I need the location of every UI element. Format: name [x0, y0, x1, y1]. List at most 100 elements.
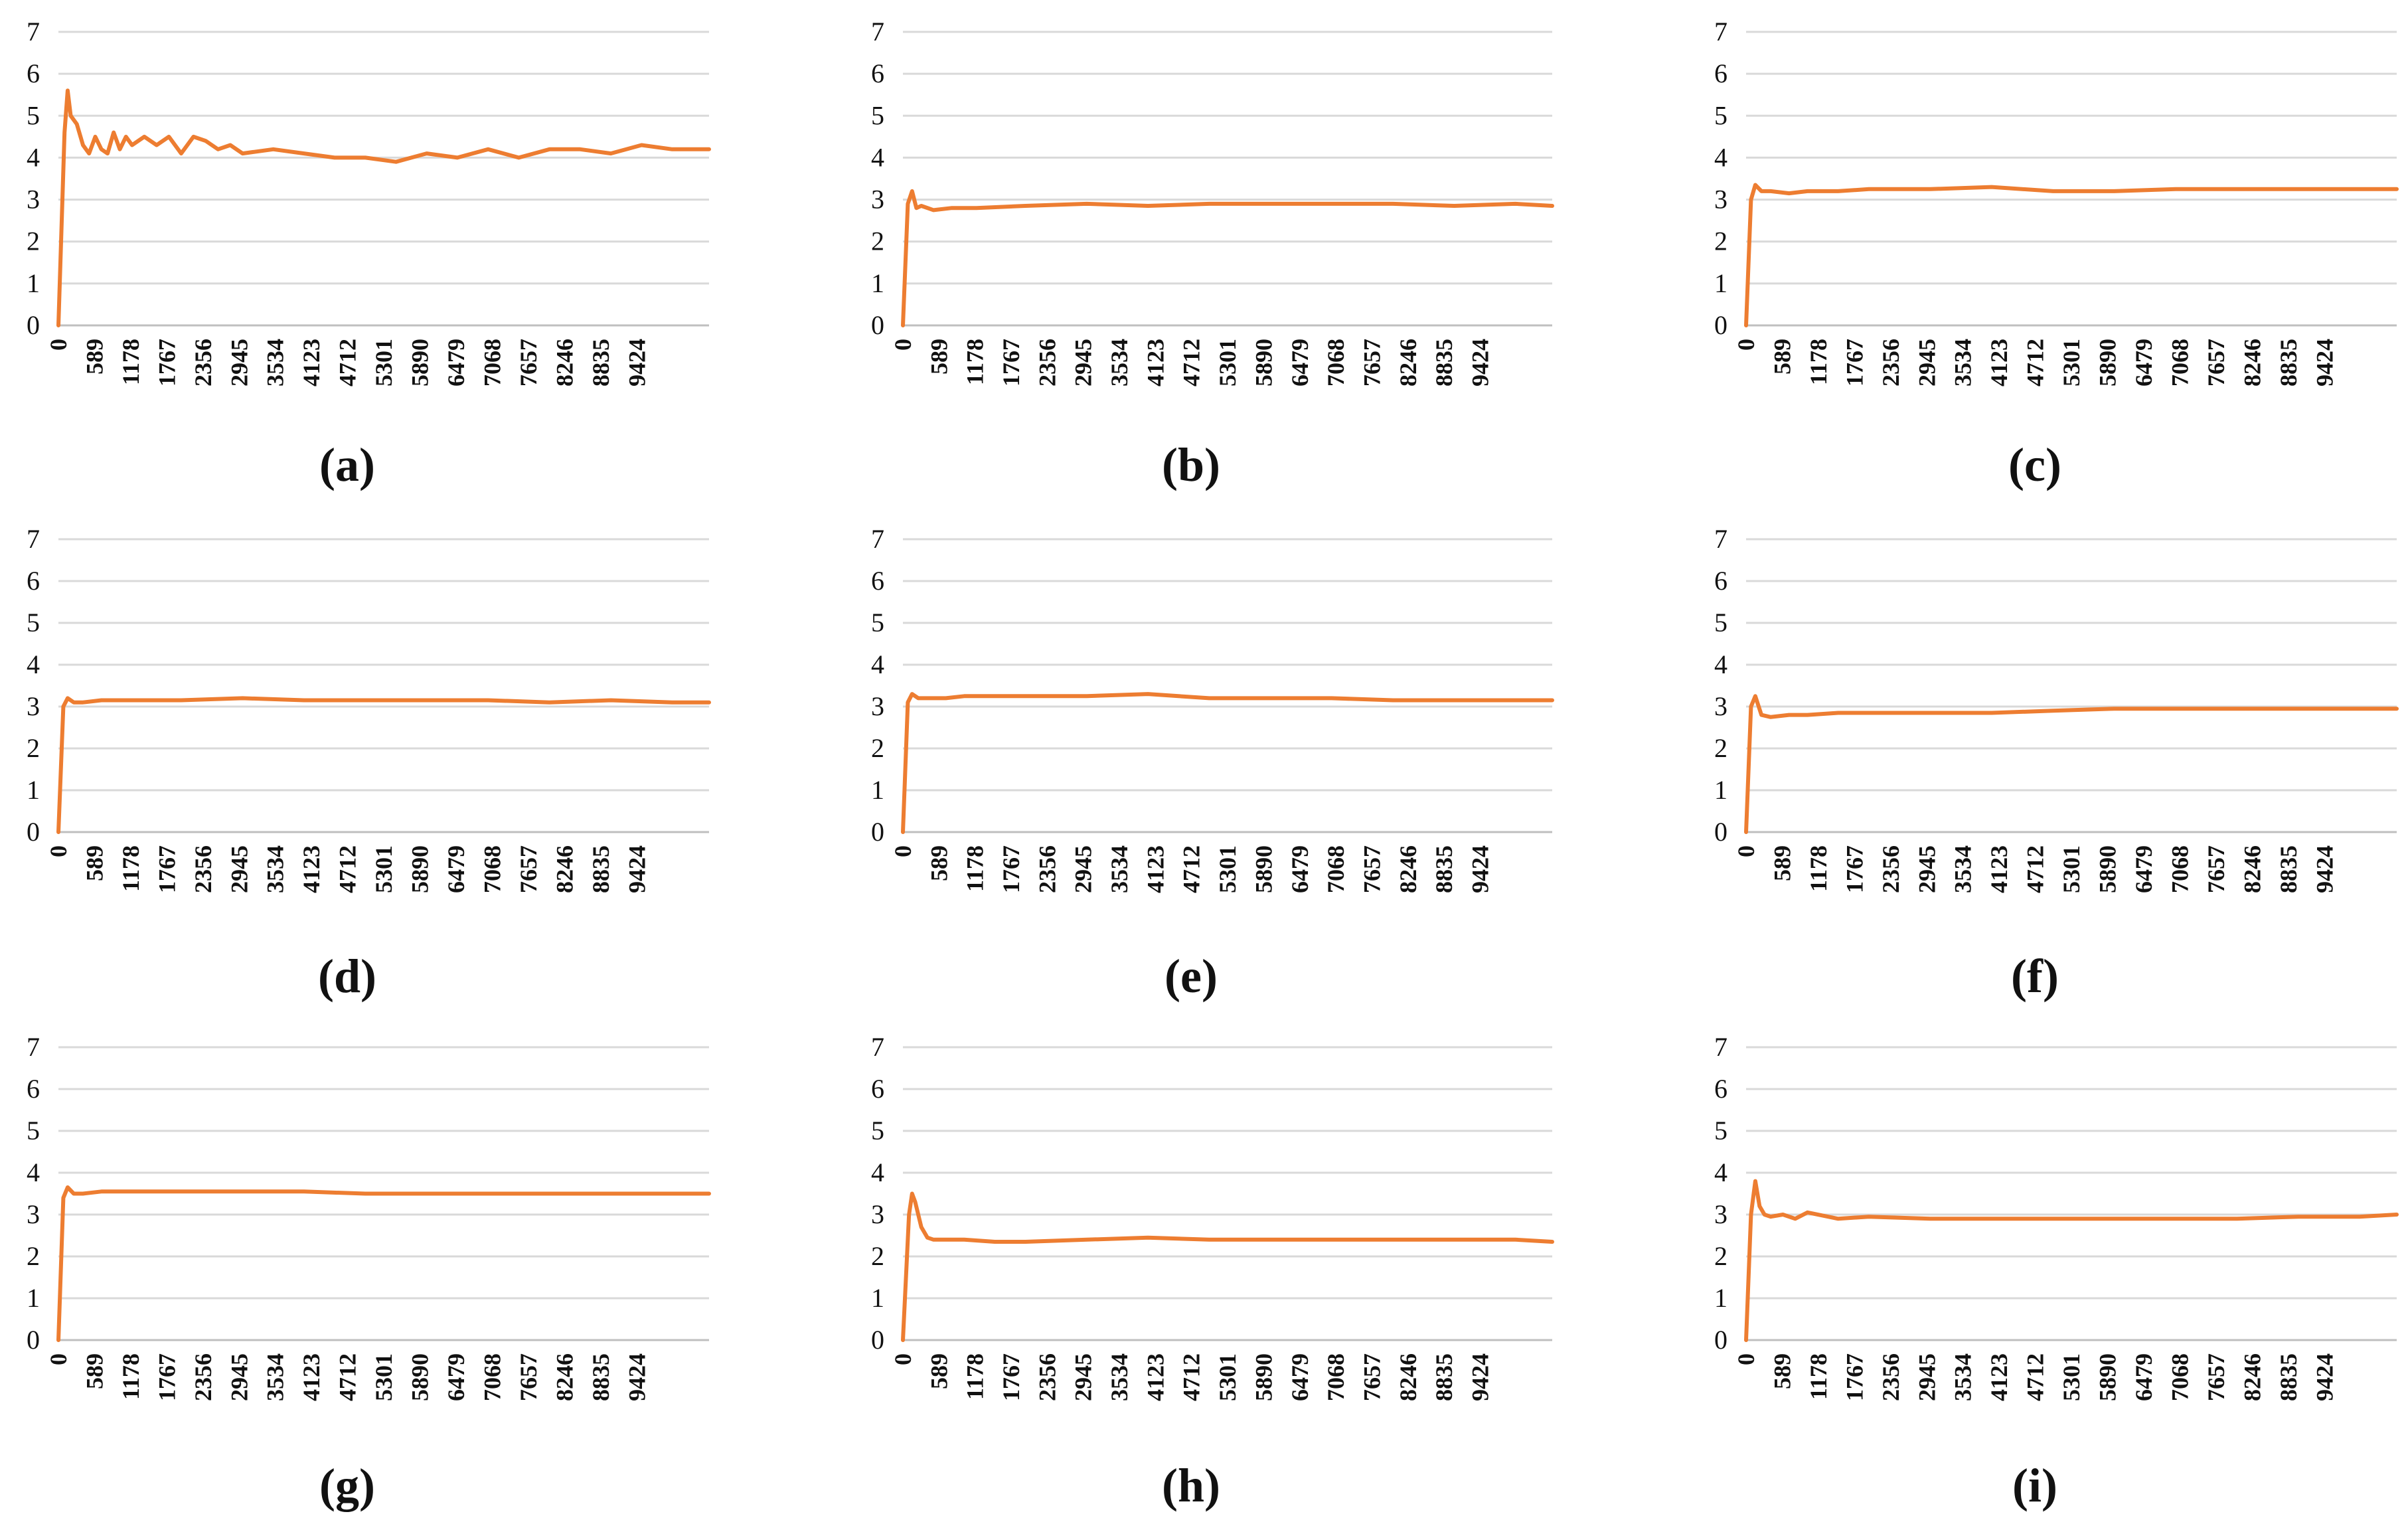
- y-tick-label: 3: [1714, 185, 1727, 214]
- x-tick-label: 5301: [1214, 1353, 1241, 1401]
- x-tick-label: 6479: [443, 845, 469, 893]
- chart-panel-h: 0 1 2 3 4 5 6 7 0 589 1178 1767 2356 2945 3534 4123 4712…: [871, 1032, 1554, 1512]
- x-tick-label: 5301: [1214, 339, 1241, 386]
- x-tick-label: 6479: [1287, 1353, 1313, 1401]
- series-line: [1744, 694, 2399, 834]
- x-tick-label: 8246: [1395, 1353, 1421, 1401]
- chart-panel-e: 0 1 2 3 4 5 6 7 0 589 1178 1767 2356 2945 3534 4123 4712…: [871, 524, 1554, 1003]
- x-tick-label: 3534: [262, 1353, 289, 1401]
- x-tick-label: 7068: [479, 845, 505, 893]
- x-tick-label: 2356: [190, 1353, 216, 1401]
- x-tick-label: 2356: [1034, 339, 1060, 386]
- x-tick-label: 4712: [1178, 339, 1205, 386]
- y-tick-label: 6: [871, 1074, 884, 1104]
- series-line: [1744, 1179, 2399, 1342]
- x-tick-label: 4123: [1986, 1353, 2012, 1401]
- x-tick-label: 6479: [1287, 845, 1313, 893]
- x-tick-label: 1178: [962, 339, 989, 385]
- x-tick-label: 8246: [1395, 845, 1421, 893]
- y-tick-label: 1: [871, 775, 884, 805]
- x-tick-label: 9424: [2311, 845, 2338, 893]
- x-tick-label: 4712: [335, 1353, 361, 1401]
- x-tick-label: 4123: [1142, 1353, 1168, 1401]
- x-tick-label: 9424: [623, 1353, 650, 1401]
- x-tick-label: 2356: [1034, 845, 1060, 893]
- x-tick-label: 5301: [2058, 1353, 2085, 1401]
- x-tick-label: 5301: [2058, 845, 2085, 893]
- x-tick-label: 1767: [998, 1353, 1024, 1401]
- y-tick-label: 0: [1714, 1325, 1727, 1355]
- x-tick-label: 0: [890, 339, 916, 351]
- series-line: [1744, 183, 2399, 327]
- y-tick-label: 6: [27, 566, 40, 596]
- x-tick-label: 1767: [153, 1353, 180, 1401]
- x-tick-label: 5890: [2095, 845, 2121, 893]
- chart-panel-d: 0 1 2 3 4 5 6 7 0 589 1178 1767 2356 2945 3534 4123 4712…: [27, 524, 711, 1003]
- y-tick-label: 2: [1714, 226, 1727, 256]
- x-tick-label: 1178: [962, 845, 989, 892]
- x-tick-label: 2356: [1878, 1353, 1904, 1401]
- y-tick-label: 4: [1714, 142, 1727, 172]
- x-tick-label: 0: [45, 845, 72, 857]
- x-tick-label: 8835: [1431, 339, 1457, 386]
- x-tick-label: 4123: [298, 1353, 325, 1401]
- y-tick-label: 5: [871, 1116, 884, 1146]
- y-tick-label: 5: [871, 608, 884, 637]
- x-tick-label: 5890: [1250, 1353, 1277, 1401]
- y-tick-label: 2: [871, 1241, 884, 1271]
- y-tick-label: 5: [1714, 100, 1727, 130]
- x-tick-label: 8835: [1431, 1353, 1457, 1401]
- x-tick-label: 8835: [2275, 845, 2302, 893]
- y-tick-label: 7: [1714, 1032, 1727, 1062]
- x-tick-label: 1178: [118, 845, 144, 892]
- chart-panel-b: 0 1 2 3 4 5 6 7 0 589 1178 1767 2356 2945 3534 4123 4712…: [871, 17, 1554, 491]
- x-tick-label: 5890: [2095, 1353, 2121, 1401]
- x-tick-label: 7657: [515, 339, 542, 386]
- x-tick-label: 1767: [1841, 845, 1868, 893]
- x-tick-label: 4123: [1142, 845, 1168, 893]
- x-tick-label: 7068: [479, 1353, 505, 1401]
- x-tick-label: 1178: [962, 1353, 989, 1400]
- panel-label: (c): [2008, 438, 2061, 491]
- x-tick-label: 7068: [1323, 339, 1349, 386]
- x-tick-label: 1178: [118, 339, 144, 385]
- y-tick-label: 6: [27, 58, 40, 88]
- x-tick-label: 589: [1769, 845, 1795, 881]
- x-tick-label: 6479: [2130, 845, 2157, 893]
- y-tick-label: 1: [871, 268, 884, 298]
- x-tick-label: 7068: [1323, 1353, 1349, 1401]
- y-tick-label: 7: [1714, 17, 1727, 46]
- x-tick-label: 0: [890, 845, 916, 857]
- x-tick-label: 2945: [1913, 1353, 1940, 1401]
- y-tick-label: 3: [1714, 691, 1727, 721]
- y-tick-label: 0: [27, 310, 40, 340]
- panel-label: (d): [318, 950, 376, 1003]
- x-tick-label: 9424: [2311, 1353, 2338, 1401]
- x-tick-label: 2356: [1034, 1353, 1060, 1401]
- x-tick-label: 589: [925, 845, 952, 881]
- series-line: [901, 692, 1554, 834]
- y-tick-label: 1: [1714, 775, 1727, 805]
- x-tick-label: 8835: [1431, 845, 1457, 893]
- chart-panel-i: 0 1 2 3 4 5 6 7 0 589 1178 1767 2356 2945 3534 4123 4712…: [1714, 1032, 2399, 1512]
- x-tick-label: 8246: [2239, 845, 2265, 893]
- y-tick-label: 5: [27, 1116, 40, 1146]
- y-tick-label: 7: [27, 17, 40, 46]
- x-tick-label: 7068: [2166, 1353, 2193, 1401]
- y-tick-label: 2: [1714, 1241, 1727, 1271]
- x-tick-label: 1767: [153, 845, 180, 893]
- y-tick-label: 5: [27, 100, 40, 130]
- x-tick-label: 5301: [1214, 845, 1241, 893]
- x-tick-label: 9424: [1467, 339, 1493, 386]
- y-tick-label: 6: [1714, 1074, 1727, 1104]
- panel-label: (g): [319, 1459, 375, 1512]
- chart-panel-a: 0 1 2 3 4 5 6 7 0 589 1178 1767 2356 2945 3534 4123 4712…: [27, 17, 711, 491]
- x-tick-label: 1178: [1805, 339, 1832, 385]
- y-tick-label: 2: [27, 226, 40, 256]
- x-tick-label: 8835: [2275, 1353, 2302, 1401]
- x-tick-label: 2356: [190, 339, 216, 386]
- y-tick-label: 4: [871, 649, 884, 679]
- x-tick-label: 5301: [370, 339, 397, 386]
- x-tick-label: 7657: [515, 1353, 542, 1401]
- x-tick-label: 7657: [515, 845, 542, 893]
